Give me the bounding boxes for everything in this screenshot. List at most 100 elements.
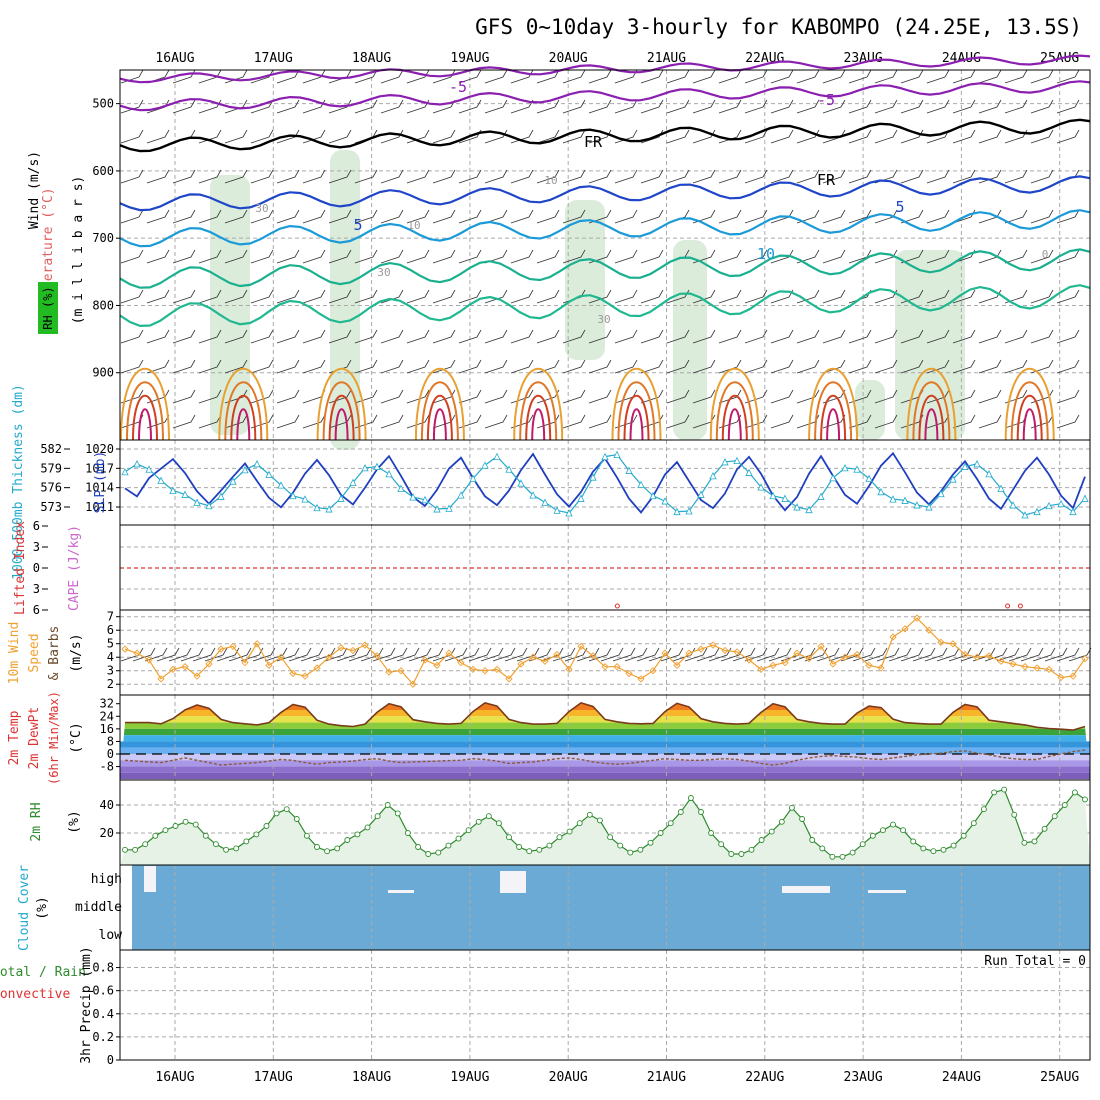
wind-barb bbox=[978, 289, 1002, 304]
y-tick-label: 20 bbox=[100, 826, 114, 840]
rh-point bbox=[829, 853, 836, 860]
wind-barb bbox=[1044, 647, 1068, 662]
wind-barb bbox=[792, 647, 816, 662]
rh-legend-swatch bbox=[38, 282, 58, 334]
slp-point bbox=[781, 494, 789, 502]
wind-speed-point bbox=[697, 645, 705, 653]
temp-contour-low bbox=[826, 408, 841, 441]
wind-barb bbox=[528, 647, 552, 662]
wind-barb bbox=[900, 129, 924, 144]
wind-barb bbox=[796, 99, 820, 114]
date-axis-bottom: 16AUG 17AUG 18AUG 19AUG 20AUG 21AUG 22AUG 23AUG… bbox=[155, 1070, 1079, 1085]
wind-barb bbox=[900, 169, 924, 184]
wind-barb bbox=[510, 169, 534, 184]
wind-barb bbox=[276, 389, 300, 404]
wind-barb bbox=[926, 249, 950, 264]
wind-barb bbox=[796, 289, 820, 304]
li-tick-label: 6 bbox=[33, 603, 40, 617]
rh-point bbox=[253, 831, 260, 838]
rh-point bbox=[364, 824, 371, 831]
wind-barb bbox=[848, 209, 872, 224]
y-tick-label: 5 bbox=[107, 637, 114, 651]
contour-label: 5 bbox=[353, 216, 362, 234]
wind-axis-label-1: 10m Wind bbox=[7, 622, 22, 685]
wind-speed-point bbox=[757, 665, 765, 674]
wind-barb bbox=[172, 249, 196, 264]
temp-contour-low bbox=[629, 408, 644, 441]
wind-barb bbox=[1056, 129, 1080, 144]
wind-barb bbox=[1032, 647, 1056, 662]
chart-title: GFS 0~10day 3-hourly for KABOMPO (24.25E… bbox=[475, 15, 1082, 39]
wind-speed-point bbox=[589, 652, 597, 660]
cloud-gap bbox=[500, 871, 526, 893]
wind-barb bbox=[696, 647, 720, 662]
slp-point bbox=[649, 491, 657, 500]
wind-speed-point bbox=[517, 660, 525, 668]
wind-barb bbox=[952, 289, 976, 304]
wind-speed-point bbox=[169, 665, 177, 674]
slp-point bbox=[817, 492, 825, 500]
cape-mark bbox=[1005, 603, 1011, 609]
wind-barb bbox=[380, 289, 404, 304]
wind-barb bbox=[978, 99, 1002, 114]
wind-barb bbox=[180, 647, 204, 662]
wind-speed-point bbox=[1069, 672, 1077, 680]
cloud-axis-label-2: (%) bbox=[35, 896, 50, 919]
wind-barb bbox=[380, 209, 404, 224]
temp-contour-low bbox=[519, 381, 558, 441]
wind-barb bbox=[978, 129, 1002, 144]
wind-barb bbox=[848, 129, 872, 144]
temp-contour-low bbox=[906, 367, 957, 441]
temp-contour-low bbox=[432, 408, 447, 441]
cloud-gap bbox=[782, 886, 830, 893]
wind-barb bbox=[536, 69, 560, 84]
wind-barb bbox=[768, 647, 792, 662]
contour-label: FR bbox=[584, 133, 603, 151]
wind-barb bbox=[224, 359, 248, 374]
wind-barb bbox=[900, 99, 924, 114]
wind-barb bbox=[900, 209, 924, 224]
wind-barb bbox=[952, 99, 976, 114]
y-tick-label: 3 bbox=[107, 664, 114, 678]
wind-barb bbox=[406, 129, 430, 144]
wind-barb bbox=[354, 99, 378, 114]
date-label-bottom: 22AUG bbox=[745, 1070, 784, 1085]
temp-band-fill bbox=[120, 728, 1090, 736]
rh-point bbox=[758, 837, 765, 843]
wind-barb bbox=[484, 389, 508, 404]
temp-band bbox=[120, 741, 1090, 748]
contour-label: 10 bbox=[544, 174, 557, 187]
slp-point bbox=[937, 489, 945, 498]
wind-barb bbox=[328, 249, 352, 264]
temp-axis-label-3: (6hr Min/Max) bbox=[47, 691, 61, 785]
rh-point bbox=[142, 841, 149, 848]
wind-barb bbox=[1030, 169, 1054, 184]
wind-speed-point bbox=[469, 665, 477, 674]
slp-point bbox=[397, 484, 405, 492]
wind-barb bbox=[640, 69, 664, 84]
slp-point bbox=[301, 495, 309, 503]
wind-barb bbox=[874, 359, 898, 374]
wind-speed-point bbox=[325, 653, 333, 661]
wind-barb bbox=[458, 329, 482, 344]
rh-point bbox=[667, 820, 674, 827]
temp-contour-low bbox=[531, 408, 546, 441]
thickness-tick-label: 576 bbox=[40, 481, 62, 495]
wind-barb bbox=[250, 359, 274, 374]
wind-barb bbox=[744, 359, 768, 374]
rh-point bbox=[677, 809, 684, 815]
rh-point bbox=[687, 795, 694, 801]
wind-barb bbox=[276, 249, 300, 264]
wind-barb bbox=[432, 209, 456, 224]
rh-point bbox=[768, 828, 775, 835]
slp-point bbox=[349, 478, 357, 486]
wind-barb bbox=[874, 99, 898, 114]
wind-barb bbox=[1004, 99, 1028, 114]
wind-barb bbox=[300, 647, 324, 662]
temp-band bbox=[120, 747, 1090, 754]
wind-speed-point bbox=[445, 649, 453, 657]
wind-barb bbox=[458, 414, 482, 429]
rh-fill-light bbox=[120, 789, 1090, 865]
wind-barb bbox=[468, 647, 492, 662]
rh-point bbox=[576, 820, 583, 827]
